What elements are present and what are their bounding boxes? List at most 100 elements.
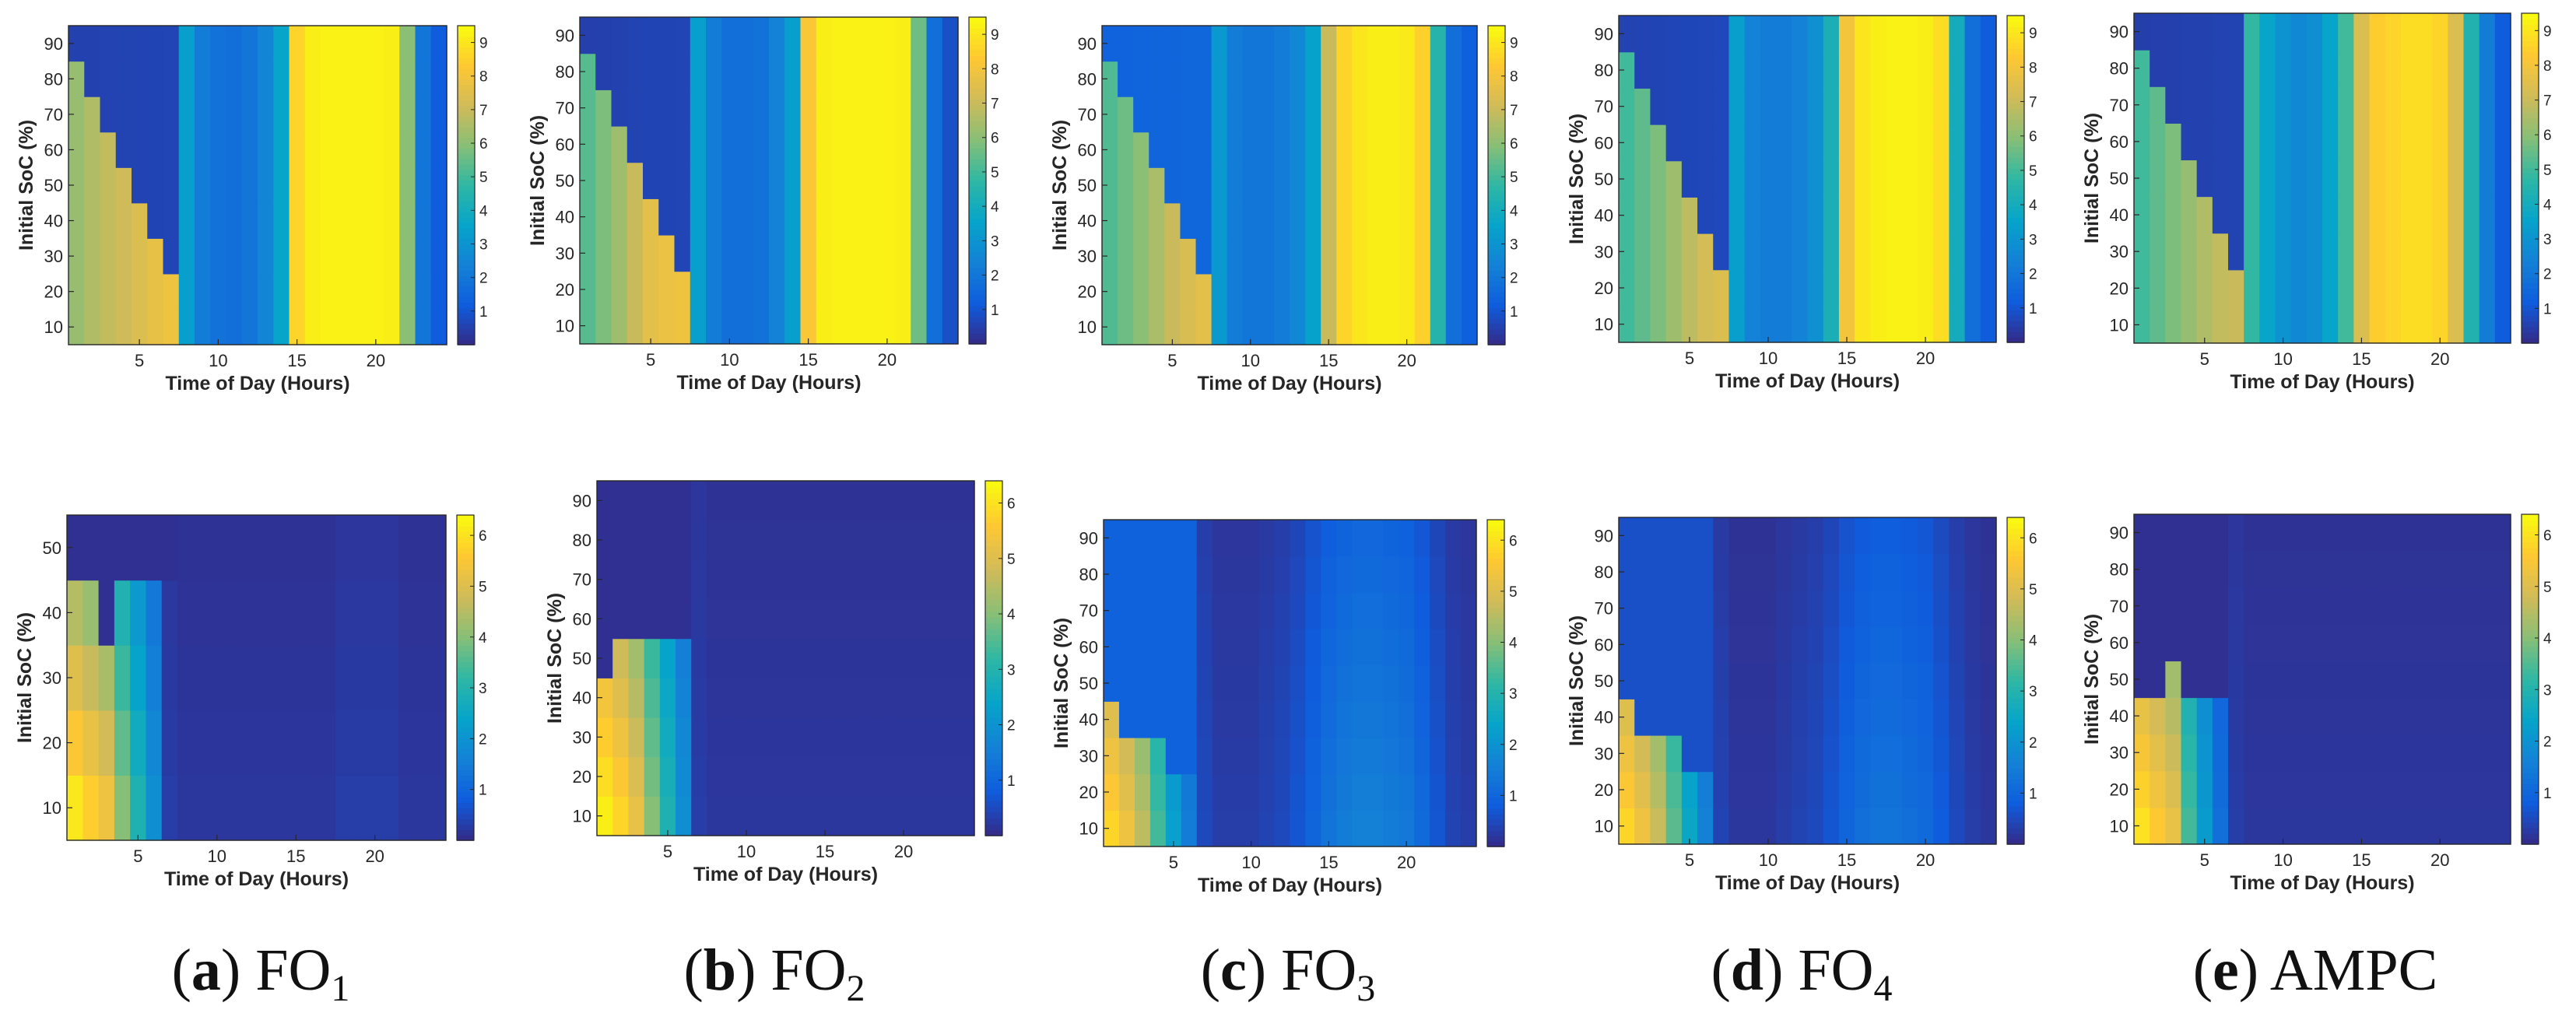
colorbar-segment — [2007, 752, 2024, 758]
y-tick-label: 90 — [1595, 526, 1613, 545]
cell-bottom-b-h23-s50 — [942, 638, 960, 678]
y-tick-label: 50 — [2110, 169, 2129, 188]
cell-bottom-b-h5-s30 — [659, 717, 676, 758]
colorbar-segment — [458, 307, 475, 314]
colorbar-segment — [2522, 139, 2539, 146]
cell-bottom-d-h17-s80 — [1870, 553, 1887, 591]
cell-top-b-h10-s10 — [721, 307, 739, 345]
y-tick-label: 20 — [1595, 780, 1613, 800]
cell-top-d-h17-s90 — [1870, 16, 1887, 53]
cell-bottom-d-h21-s50 — [1933, 662, 1950, 699]
cell-bottom-c-h20-s90 — [1399, 520, 1415, 557]
cell-top-c-h22-s90 — [1430, 26, 1447, 62]
cell-top-c-h7-s80 — [1195, 61, 1213, 97]
cell-bottom-b-h24-s40 — [958, 678, 975, 718]
cell-top-a-h12-s50 — [241, 167, 258, 204]
y-tick-label: 10 — [573, 807, 591, 826]
colorbar-segment — [458, 254, 475, 261]
cell-top-a-h6-s60 — [147, 131, 164, 168]
cell-bottom-c-h3-s10 — [1134, 810, 1151, 847]
colorbar-segment — [1488, 323, 1505, 330]
cell-bottom-b-h4-s40 — [644, 678, 661, 718]
colorbar-segment — [969, 82, 986, 89]
cell-bottom-e-h22-s90 — [2463, 514, 2480, 552]
colorbar-segment — [2007, 566, 2024, 573]
cell-top-c-h23-s40 — [1445, 202, 1462, 239]
colorbar-segment — [1488, 270, 1505, 276]
cell-top-b-h18-s60 — [848, 126, 865, 163]
colorbar-segment — [458, 212, 475, 218]
cell-bottom-c-h18-s70 — [1367, 592, 1384, 629]
colorbar-segment — [1488, 153, 1505, 159]
cell-top-b-h10-s40 — [721, 198, 739, 236]
cell-top-b-h6-s20 — [658, 271, 676, 308]
cell-top-c-h22-s40 — [1430, 202, 1447, 239]
colorbar-segment — [2522, 651, 2539, 658]
cell-bottom-e-h1-s90 — [2134, 514, 2150, 552]
colorbar-segment — [457, 629, 474, 636]
cell-top-a-h4-s80 — [115, 61, 132, 97]
cell-top-c-h19-s50 — [1383, 167, 1400, 204]
cell-top-a-h5-s80 — [132, 61, 148, 97]
cell-bottom-a-h23-s10 — [414, 775, 431, 841]
cell-top-a-h3-s30 — [100, 238, 117, 275]
cell-top-e-h1-s10 — [2134, 306, 2150, 344]
colorbar-tick-label: 3 — [2029, 684, 2037, 700]
cell-top-e-h22-s50 — [2463, 159, 2480, 198]
colorbar-segment — [457, 748, 474, 755]
cell-top-e-h9-s20 — [2259, 269, 2276, 307]
colorbar-tick-label: 7 — [1510, 103, 1518, 119]
colorbar-segment — [2522, 184, 2539, 190]
colorbar-segment — [969, 159, 986, 165]
cell-top-a-h14-s30 — [273, 238, 290, 275]
cell-bottom-a-h18-s30 — [335, 645, 352, 711]
colorbar-segment — [1488, 339, 1505, 345]
cell-top-c-h17-s70 — [1352, 96, 1369, 133]
y-tick-label: 60 — [1079, 637, 1098, 657]
cell-top-a-h17-s20 — [321, 273, 337, 310]
cell-bottom-a-h7-s20 — [161, 710, 178, 776]
cell-bottom-c-h11-s90 — [1258, 520, 1276, 557]
cell-top-b-h17-s30 — [832, 235, 848, 272]
cell-bottom-a-h23-s20 — [414, 710, 431, 776]
cell-top-d-h8-s40 — [1728, 197, 1746, 234]
cell-top-a-h2-s90 — [84, 26, 101, 62]
cell-top-a-h2-s50 — [84, 167, 101, 204]
cell-top-d-h6-s60 — [1697, 124, 1714, 162]
colorbar-tick-label: 6 — [479, 528, 487, 545]
cell-bottom-e-h11-s20 — [2290, 770, 2308, 808]
cell-top-a-h20-s90 — [367, 26, 384, 62]
cell-bottom-d-h20-s10 — [1917, 808, 1934, 845]
cell-bottom-e-h15-s40 — [2353, 697, 2371, 735]
cell-top-b-h21-s70 — [895, 89, 911, 127]
cell-top-d-h8-s10 — [1728, 306, 1746, 343]
cell-top-c-h20-s40 — [1399, 202, 1416, 239]
cell-top-c-h3-s60 — [1133, 131, 1149, 168]
y-tick-label: 30 — [556, 244, 574, 263]
cell-bottom-e-h24-s30 — [2494, 734, 2511, 772]
colorbar-segment — [2522, 161, 2539, 168]
colorbar-segment — [2007, 163, 2024, 169]
cell-top-c-h23-s50 — [1445, 167, 1462, 204]
cell-bottom-d-h7-s40 — [1713, 699, 1730, 736]
colorbar-segment — [457, 797, 474, 804]
y-tick-label: 30 — [2110, 743, 2129, 762]
cell-bottom-b-h5-s10 — [659, 796, 676, 836]
cell-top-e-h1-s30 — [2134, 233, 2150, 271]
colorbar-segment — [2522, 227, 2539, 234]
colorbar-segment — [457, 672, 474, 678]
cell-bottom-e-h15-s90 — [2353, 514, 2371, 552]
cell-top-b-h5-s30 — [643, 235, 659, 272]
cell-top-d-h21-s40 — [1933, 197, 1950, 234]
cell-top-c-h8-s30 — [1211, 238, 1228, 275]
cell-top-c-h12-s90 — [1273, 26, 1290, 62]
colorbar-segment — [969, 33, 986, 40]
cell-bottom-d-h15-s90 — [1838, 517, 1855, 555]
cell-top-d-h17-s40 — [1870, 197, 1887, 234]
cell-bottom-d-h7-s70 — [1713, 590, 1730, 627]
cell-bottom-d-h6-s70 — [1697, 590, 1714, 627]
cell-top-d-h22-s50 — [1949, 160, 1966, 198]
cell-top-b-h6-s90 — [658, 17, 676, 54]
cell-bottom-c-h15-s10 — [1321, 810, 1337, 847]
